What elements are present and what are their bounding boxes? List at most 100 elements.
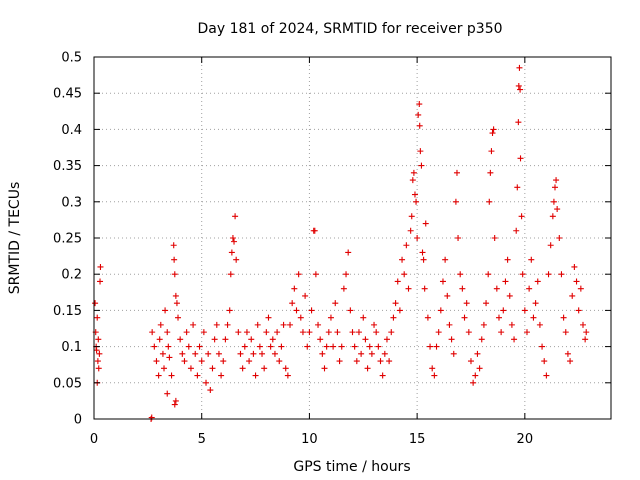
data-point [274, 329, 281, 336]
data-point [435, 329, 442, 336]
data-point [171, 401, 178, 408]
data-point [518, 213, 525, 220]
grid-lines [94, 57, 611, 419]
data-point [358, 350, 365, 357]
data-point [308, 307, 315, 314]
chart-title: Day 181 of 2024, SRMTID for receiver p35… [197, 21, 502, 37]
data-point [246, 358, 253, 365]
data-point [511, 336, 518, 343]
data-point [474, 350, 481, 357]
data-point [175, 314, 182, 321]
data-point [165, 343, 172, 350]
data-point [231, 238, 238, 245]
data-point [330, 343, 337, 350]
data-point [311, 227, 318, 234]
data-point [515, 119, 522, 126]
data-points [92, 64, 590, 422]
y-axis-label: SRMTID / TECUs [7, 182, 23, 295]
data-point [159, 350, 166, 357]
data-point [227, 271, 234, 278]
y-tick-label: 0.3 [61, 195, 82, 210]
data-point [95, 336, 102, 343]
data-point [490, 126, 497, 133]
data-point [284, 372, 291, 379]
data-point [583, 329, 590, 336]
data-point [315, 321, 322, 328]
data-point [161, 365, 168, 372]
data-point [500, 307, 507, 314]
data-point [220, 358, 227, 365]
data-point [323, 343, 330, 350]
data-point [517, 86, 524, 93]
data-point [375, 343, 382, 350]
data-point [321, 365, 328, 372]
data-point [551, 184, 558, 191]
y-tick-label: 0.5 [61, 51, 82, 66]
data-point [233, 256, 240, 263]
data-point [304, 343, 311, 350]
data-point [407, 227, 414, 234]
data-point [515, 82, 522, 89]
data-point [417, 148, 424, 155]
data-point [379, 372, 386, 379]
data-point [166, 354, 173, 361]
data-point [327, 314, 334, 321]
data-point [553, 177, 560, 184]
data-point [478, 336, 485, 343]
data-point [410, 169, 417, 176]
data-point [278, 343, 285, 350]
data-point [168, 372, 175, 379]
data-point [416, 122, 423, 129]
data-point [567, 358, 574, 365]
data-point [420, 256, 427, 263]
data-point [582, 336, 589, 343]
data-point [237, 350, 244, 357]
x-tick-label: 20 [517, 432, 534, 447]
data-point [209, 365, 216, 372]
x-tick-label: 15 [409, 432, 426, 447]
data-point [536, 321, 543, 328]
data-point [421, 285, 428, 292]
data-point [409, 177, 416, 184]
data-point [528, 256, 535, 263]
data-point [336, 358, 343, 365]
data-point [293, 307, 300, 314]
data-point [470, 379, 477, 386]
data-point [502, 278, 509, 285]
data-point [514, 184, 521, 191]
data-point [205, 350, 212, 357]
data-point [394, 278, 401, 285]
data-point [405, 285, 412, 292]
data-point [252, 372, 259, 379]
data-point [377, 358, 384, 365]
data-point [545, 271, 552, 278]
data-point [392, 300, 399, 307]
data-point [459, 285, 466, 292]
data-point [399, 256, 406, 263]
data-point [453, 169, 460, 176]
data-point [226, 307, 233, 314]
data-point [312, 271, 319, 278]
data-point [488, 148, 495, 155]
data-point [276, 358, 283, 365]
data-point [491, 235, 498, 241]
data-point [153, 358, 160, 365]
data-point [338, 343, 345, 350]
data-point [319, 350, 326, 357]
data-point [340, 285, 347, 292]
data-point [297, 314, 304, 321]
data-point [516, 64, 523, 71]
data-point [94, 358, 101, 365]
data-point [194, 372, 201, 379]
data-point [229, 235, 236, 241]
data-point [550, 198, 557, 205]
data-point [282, 365, 289, 372]
data-point [541, 358, 548, 365]
data-point [495, 314, 502, 321]
data-point [519, 271, 526, 278]
data-point [179, 350, 186, 357]
data-point [213, 321, 220, 328]
data-point [452, 198, 459, 205]
data-point [530, 314, 537, 321]
